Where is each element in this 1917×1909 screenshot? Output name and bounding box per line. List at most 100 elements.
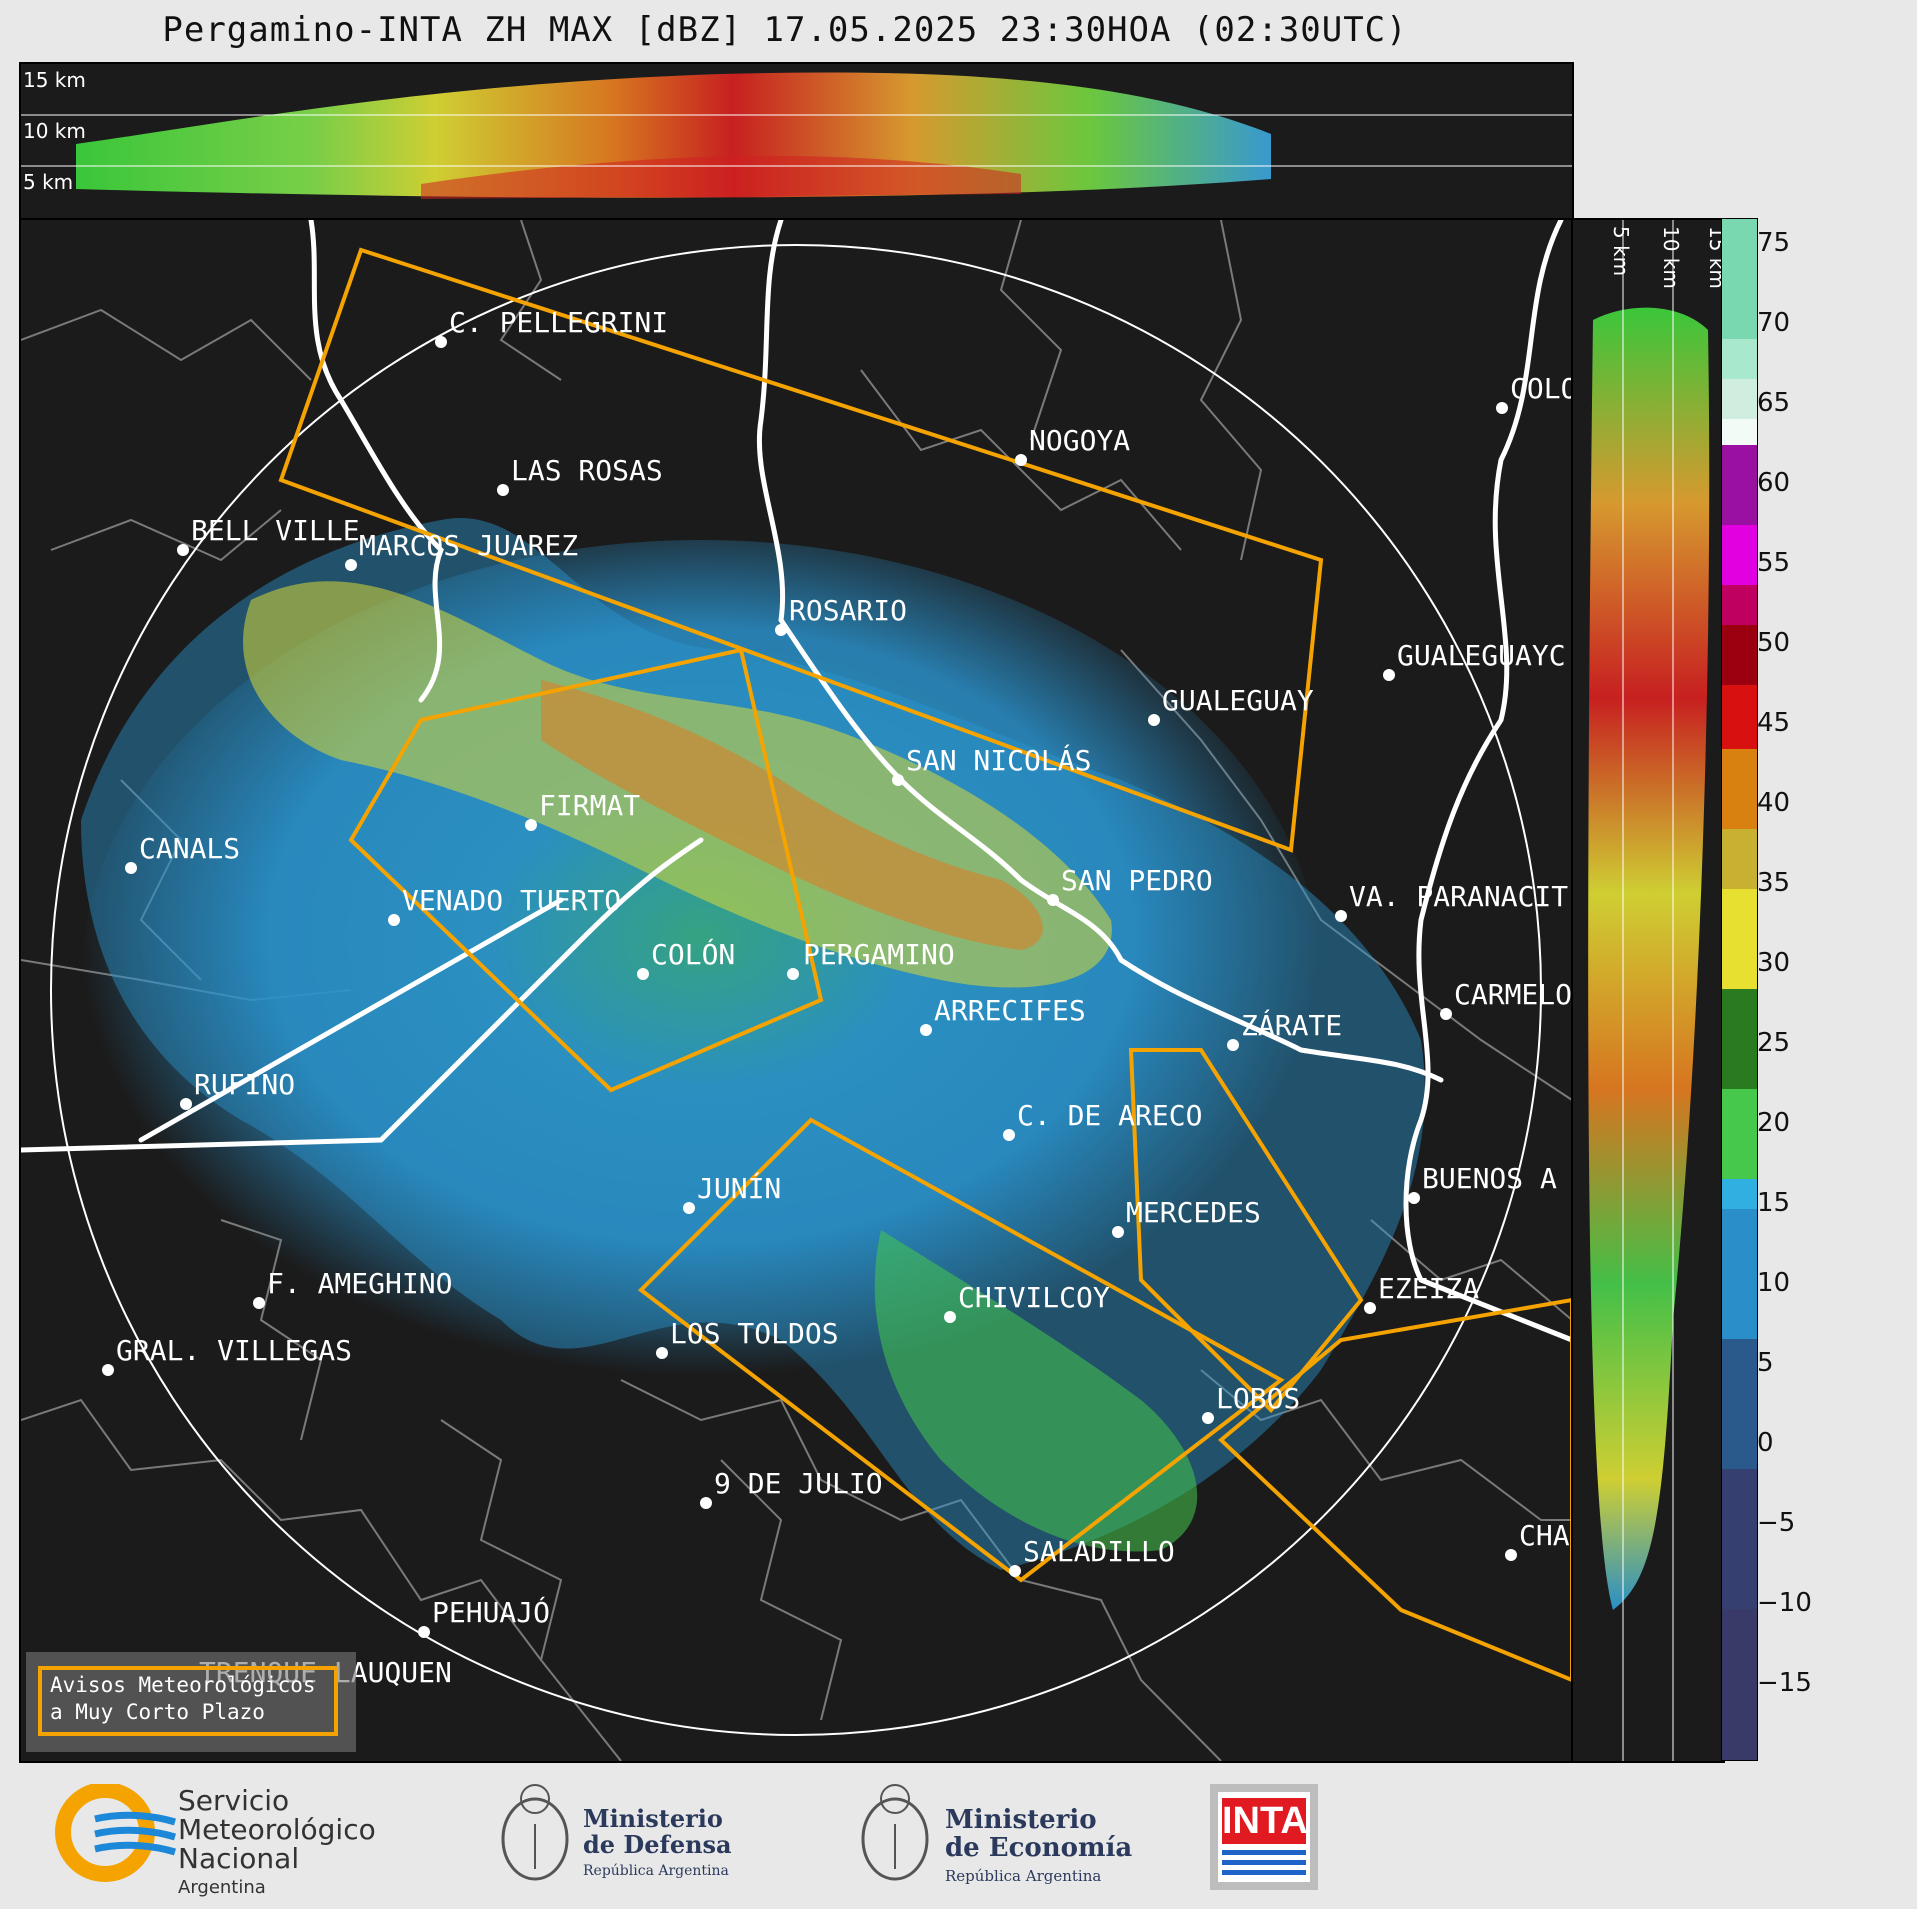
city-nogoya: NOGOYA	[1015, 424, 1130, 466]
city-gualeguay: GUALEGUAY	[1148, 684, 1314, 726]
economia-seal-icon	[861, 1784, 929, 1881]
city-colon-er: COLO	[1496, 372, 1572, 414]
svg-text:C. PELLEGRINI: C. PELLEGRINI	[449, 306, 668, 339]
svg-text:9 DE JULIO: 9 DE JULIO	[714, 1467, 883, 1500]
svg-text:NOGOYA: NOGOYA	[1029, 424, 1130, 457]
svg-text:F. AMEGHINO: F. AMEGHINO	[267, 1267, 452, 1300]
colorbar-tick-70: 70	[1757, 308, 1791, 338]
city-carmelo: CARMELO	[1440, 978, 1572, 1020]
inta-stripe-2	[1222, 1860, 1306, 1865]
top-altitude-label-5: 5 km	[23, 170, 74, 194]
svg-text:SAN PEDRO: SAN PEDRO	[1061, 864, 1213, 897]
top-vertical-profile-panel: 15 km 10 km 5 km	[19, 62, 1574, 222]
svg-text:CHIVILCOY: CHIVILCOY	[958, 1281, 1110, 1314]
city-f-ameghino: F. AMEGHINO	[253, 1267, 452, 1309]
city-san-pedro: SAN PEDRO	[1047, 864, 1213, 906]
svg-text:CANALS: CANALS	[139, 832, 240, 865]
defensa-line-3: República Argentina	[583, 1863, 729, 1879]
colorbar-tick-60: 60	[1757, 468, 1791, 498]
city-rufino: RUFINO	[180, 1068, 295, 1110]
radar-map-svg: C. PELLEGRINI NOGOYA LAS ROSAS BELL VILL…	[21, 220, 1572, 1761]
colorbar-tick-40: 40	[1757, 788, 1791, 818]
inta-stripe-1	[1222, 1850, 1306, 1855]
city-venado-tuerto: VENADO TUERTO	[388, 884, 621, 926]
svg-text:GUALEGUAYC: GUALEGUAYC	[1397, 639, 1566, 672]
defensa-logo-text: Ministerio de Defensa República Argentin…	[583, 1806, 732, 1884]
economia-line-2: de Economía	[945, 1833, 1133, 1863]
colorbar-tick-30: 30	[1757, 948, 1791, 978]
side-vertical-profile-panel: 5 km 10 km 15 km	[1571, 218, 1725, 1763]
city-ezeiza: EZEIZA	[1364, 1272, 1479, 1314]
svg-text:VA. PARANACIT: VA. PARANACIT	[1349, 880, 1568, 913]
side-profile-svg	[1588, 220, 1710, 1761]
smn-logo-icon	[55, 1784, 177, 1882]
colorbar-tick-45: 45	[1757, 708, 1791, 738]
economia-logo-text: Ministerio de Economía República Argenti…	[945, 1806, 1132, 1890]
city-buenos-aires: BUENOS A	[1408, 1162, 1557, 1204]
radar-echo-outer	[81, 518, 1425, 1570]
svg-text:SALADILLO: SALADILLO	[1023, 1535, 1175, 1568]
city-arrecifes: ARRECIFES	[920, 994, 1086, 1036]
radar-echo-green-south	[874, 1230, 1198, 1552]
smn-line-4: Argentina	[178, 1877, 266, 1898]
colorbar-tick-10: 10	[1757, 1268, 1791, 1298]
svg-text:GRAL. VILLEGAS: GRAL. VILLEGAS	[116, 1334, 352, 1367]
svg-text:SAN NICOLÁS: SAN NICOLÁS	[906, 743, 1091, 777]
svg-text:LAS ROSAS: LAS ROSAS	[511, 454, 663, 487]
svg-text:ZÁRATE: ZÁRATE	[1241, 1008, 1342, 1042]
svg-text:CARMELO: CARMELO	[1454, 978, 1572, 1011]
side-altitude-label-10: 10 km	[1659, 226, 1683, 289]
svg-text:CHA: CHA	[1519, 1519, 1570, 1552]
colorbar-tick-25: 25	[1757, 1028, 1791, 1058]
svg-text:BELL VILLE: BELL VILLE	[191, 514, 360, 547]
city-chivilcoy: CHIVILCOY	[944, 1281, 1110, 1323]
city-gualeguaychu: GUALEGUAYC	[1383, 639, 1566, 681]
colorbar-tick-20: 20	[1757, 1108, 1791, 1138]
city-va-paranacito: VA. PARANACIT	[1335, 880, 1568, 922]
svg-text:PERGAMINO: PERGAMINO	[803, 938, 955, 971]
defensa-line-2: de Defensa	[583, 1830, 732, 1859]
city-gral-villegas: GRAL. VILLEGAS	[102, 1334, 352, 1376]
legend-line-2: a Muy Corto Plazo	[50, 1700, 265, 1724]
colorbar-tick-15: 15	[1757, 1188, 1791, 1218]
svg-text:RUFINO: RUFINO	[194, 1068, 295, 1101]
svg-text:VENADO TUERTO: VENADO TUERTO	[402, 884, 621, 917]
top-profile-core	[421, 155, 1021, 199]
svg-text:ARRECIFES: ARRECIFES	[934, 994, 1086, 1027]
city-c-pellegrini: C. PELLEGRINI	[435, 306, 668, 348]
city-san-nicolas: SAN NICOLÁS	[892, 743, 1091, 786]
inta-stripe-3	[1222, 1870, 1306, 1875]
svg-text:ROSARIO: ROSARIO	[789, 594, 907, 627]
colorbar-tick-5: 5	[1757, 1348, 1774, 1378]
side-altitude-label-15: 15 km	[1705, 226, 1725, 289]
inta-logo-inner: INTA	[1218, 1792, 1310, 1882]
side-profile-echo	[1588, 307, 1710, 1610]
svg-text:FIRMAT: FIRMAT	[539, 789, 640, 822]
chart-title: Pergamino-INTA ZH MAX [dBZ] 17.05.2025 2…	[162, 10, 1408, 50]
economia-line-1: Ministerio	[945, 1805, 1097, 1835]
city-las-rosas: LAS ROSAS	[497, 454, 663, 496]
radar-map-panel: C. PELLEGRINI NOGOYA LAS ROSAS BELL VILL…	[19, 218, 1574, 1763]
range-ring	[50, 244, 1542, 1736]
dbz-colorbar	[1721, 218, 1758, 1761]
svg-text:LOBOS: LOBOS	[1216, 1382, 1300, 1415]
city-chascomus: CHA	[1505, 1519, 1570, 1561]
legend-warning-box: Avisos Meteorológicos a Muy Corto Plazo	[38, 1666, 338, 1736]
colorbar-tick-minus15: −15	[1757, 1668, 1812, 1698]
rivers	[21, 220, 1572, 1343]
svg-text:LOS TOLDOS: LOS TOLDOS	[670, 1317, 839, 1350]
legend-line-1: Avisos Meteorológicos	[50, 1673, 316, 1697]
svg-text:MERCEDES: MERCEDES	[1126, 1196, 1261, 1229]
top-altitude-label-15: 15 km	[23, 68, 86, 92]
colorbar-tick-0: 0	[1757, 1428, 1774, 1458]
smn-line-3: Nacional	[178, 1842, 300, 1875]
city-pehuajo: PEHUAJÓ	[418, 1595, 550, 1638]
economia-line-3: República Argentina	[945, 1867, 1102, 1885]
colorbar-svg	[1722, 219, 1757, 1760]
city-c-de-areco: C. DE ARECO	[1003, 1099, 1202, 1141]
defensa-seal-icon	[501, 1784, 569, 1881]
footer-logos: Servicio Meteorológico Nacional Argentin…	[0, 1762, 1917, 1909]
city-9-de-julio: 9 DE JULIO	[700, 1467, 883, 1509]
svg-text:EZEIZA: EZEIZA	[1378, 1272, 1479, 1305]
smn-logo-text: Servicio Meteorológico Nacional Argentin…	[178, 1786, 376, 1902]
